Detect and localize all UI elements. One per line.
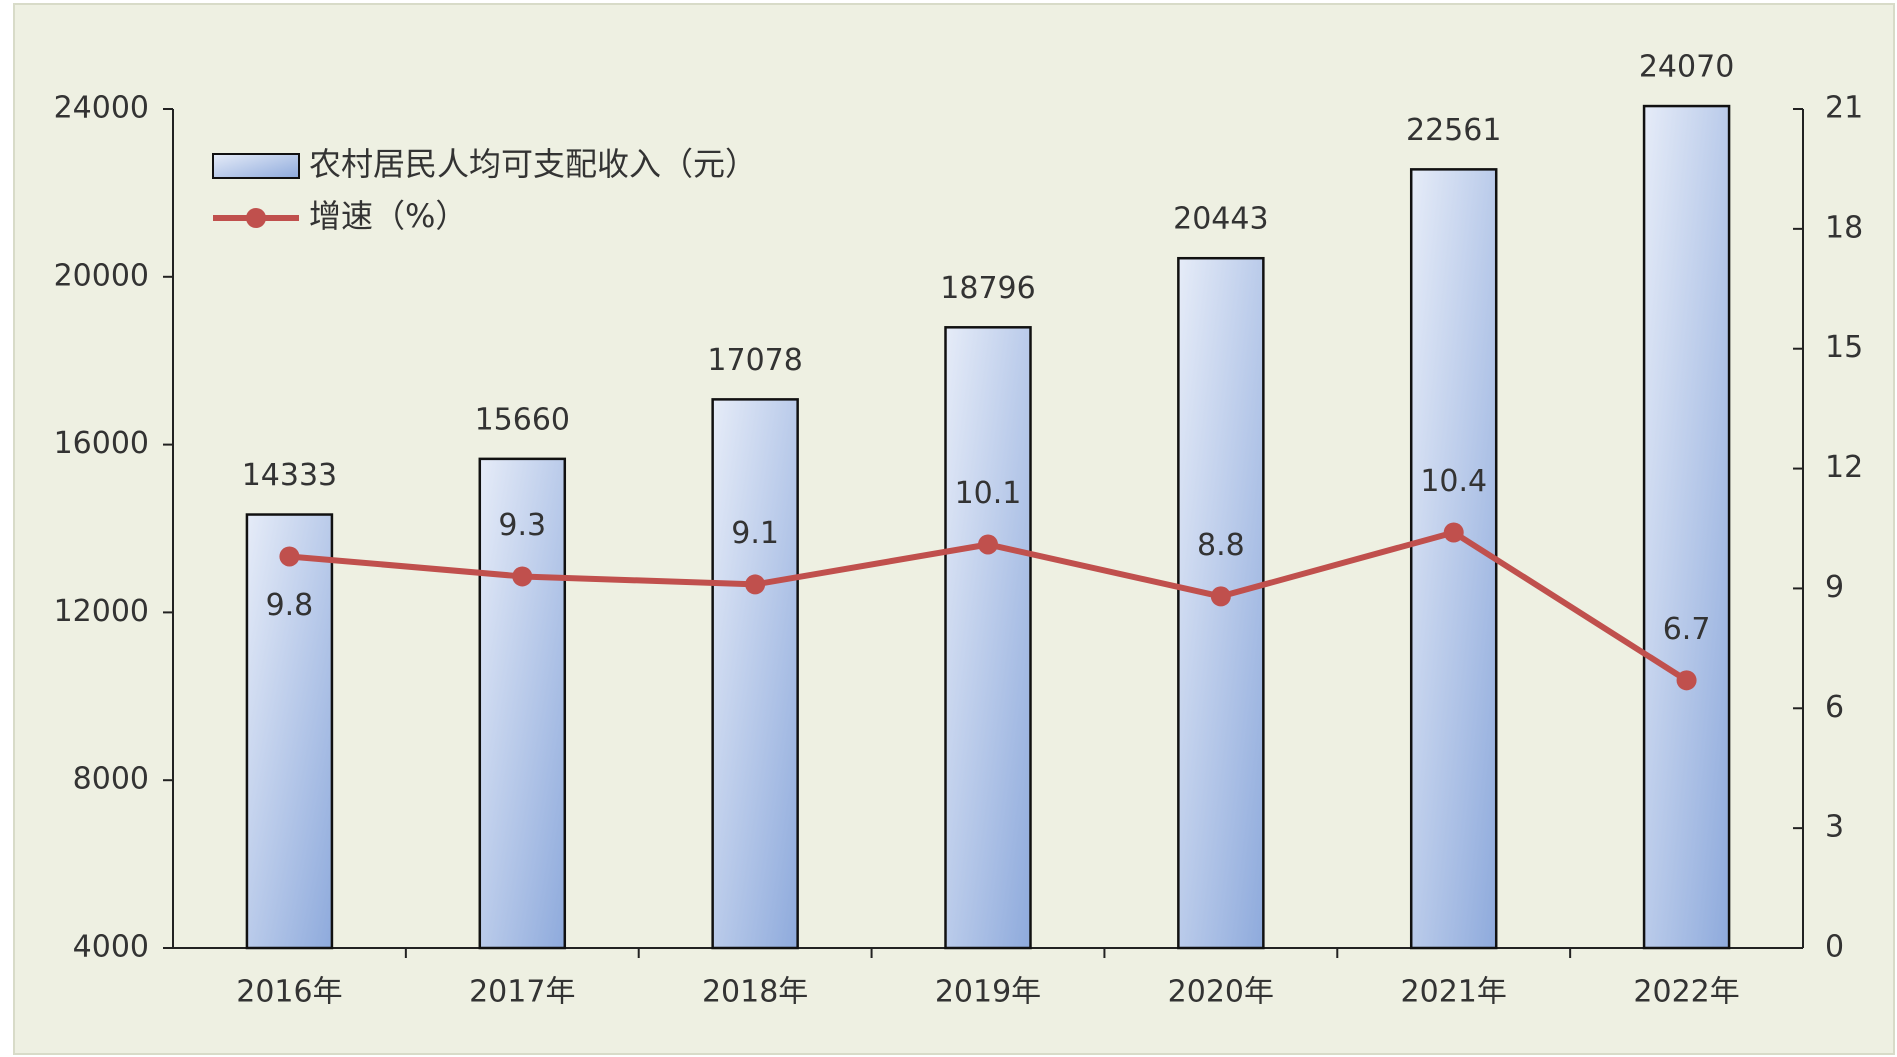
legend-marker — [246, 208, 266, 228]
y-tick-label: 8000 — [73, 762, 149, 797]
bar-value-label: 15660 — [475, 402, 570, 437]
x-tick-label: 2022年 — [1633, 975, 1739, 1010]
line-value-label: 10.4 — [1420, 464, 1487, 499]
legend-label: 农村居民人均可支配收入（元） — [309, 145, 757, 183]
line-point — [279, 546, 300, 567]
y2-tick-label: 21 — [1825, 91, 1863, 126]
line-point — [745, 574, 766, 595]
legend-label: 增速（%） — [309, 197, 467, 235]
y2-tick-label: 9 — [1825, 570, 1844, 605]
x-tick-label: 2017年 — [469, 975, 575, 1010]
line-point — [1443, 522, 1464, 543]
bar-value-label: 17078 — [707, 343, 802, 378]
bar — [711, 398, 799, 950]
y2-tick-label: 3 — [1825, 810, 1844, 845]
x-tick-label: 2021年 — [1401, 975, 1507, 1010]
line-point — [1676, 670, 1697, 691]
y-tick-label: 24000 — [54, 91, 149, 126]
bar — [1409, 168, 1498, 950]
bar — [944, 326, 1032, 950]
y2-tick-label: 6 — [1825, 690, 1844, 725]
y-tick-label: 4000 — [73, 930, 149, 965]
bar-value-label: 14333 — [242, 458, 337, 493]
x-tick-label: 2020年 — [1168, 975, 1274, 1010]
line-value-label: 9.3 — [498, 508, 546, 543]
bar-value-label: 18796 — [940, 271, 1035, 306]
bar-value-label: 20443 — [1173, 202, 1268, 237]
bar — [1642, 104, 1731, 950]
y-tick-label: 16000 — [54, 426, 149, 461]
line-point — [978, 534, 998, 555]
y-tick-label: 20000 — [54, 258, 149, 293]
line-value-label: 8.8 — [1197, 528, 1245, 563]
line-point — [512, 566, 533, 587]
bar-value-label: 24070 — [1639, 50, 1734, 85]
line-value-label: 10.1 — [955, 476, 1022, 511]
bar — [245, 513, 334, 950]
legend-swatch — [212, 153, 300, 179]
y2-tick-label: 18 — [1825, 210, 1863, 245]
bar — [478, 457, 567, 950]
y-tick-label: 12000 — [54, 594, 149, 629]
line-point — [1210, 586, 1231, 607]
y2-tick-label: 0 — [1825, 930, 1844, 965]
y2-tick-label: 12 — [1825, 450, 1863, 485]
x-tick-label: 2016年 — [236, 975, 342, 1010]
bar-value-label: 22561 — [1406, 113, 1501, 148]
y2-tick-label: 15 — [1825, 330, 1863, 365]
x-tick-label: 2019年 — [935, 975, 1041, 1010]
x-tick-label: 2018年 — [702, 975, 808, 1010]
line-value-label: 9.1 — [731, 516, 779, 551]
line-value-label: 9.8 — [266, 588, 314, 623]
line-value-label: 6.7 — [1663, 612, 1711, 647]
